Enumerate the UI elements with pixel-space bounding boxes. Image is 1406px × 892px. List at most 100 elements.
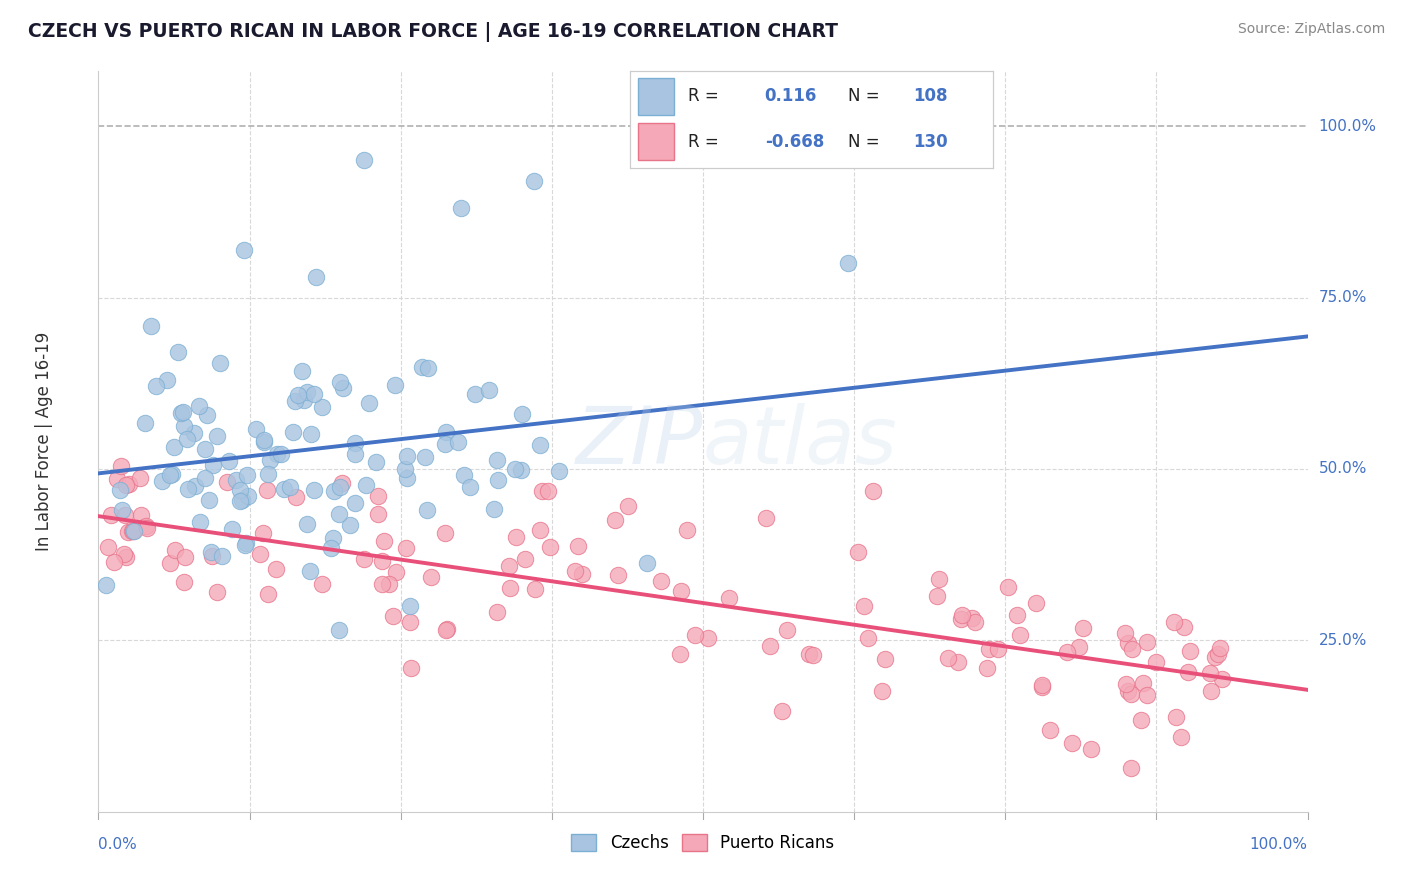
Point: [447, 435, 470, 450]
Point: [253, 435, 276, 450]
Point: [236, 467, 259, 482]
Point: [1119, 761, 1142, 775]
Point: [322, 483, 344, 498]
Point: [253, 433, 276, 447]
Point: [201, 549, 224, 563]
Point: [311, 400, 333, 414]
Point: [200, 545, 222, 559]
Text: ZIP: ZIP: [575, 402, 703, 481]
Point: [118, 477, 141, 491]
Point: [115, 549, 138, 564]
Point: [434, 623, 457, 637]
Point: [607, 568, 630, 582]
Point: [207, 585, 229, 599]
Point: [295, 384, 318, 399]
Point: [1201, 684, 1223, 698]
Point: [218, 454, 240, 468]
Point: [1129, 713, 1152, 727]
Point: [287, 388, 309, 402]
Point: [129, 508, 152, 523]
Point: [145, 379, 167, 393]
Point: [193, 471, 215, 485]
Point: [395, 541, 418, 555]
Legend: Czechs, Puerto Ricans: Czechs, Puerto Ricans: [565, 828, 841, 859]
Point: [328, 623, 350, 637]
Point: [121, 524, 143, 538]
Point: [105, 472, 128, 486]
Point: [198, 492, 221, 507]
Point: [669, 584, 692, 599]
Point: [205, 428, 228, 442]
Point: [464, 386, 486, 401]
Text: Source: ZipAtlas.com: Source: ZipAtlas.com: [1237, 22, 1385, 37]
Point: [529, 438, 551, 452]
Point: [505, 530, 527, 544]
Point: [870, 684, 893, 698]
Point: [165, 543, 187, 558]
Point: [399, 599, 422, 613]
Point: [295, 516, 318, 531]
Point: [173, 574, 195, 589]
Point: [366, 455, 388, 469]
Text: 75.0%: 75.0%: [1319, 290, 1367, 305]
Point: [245, 422, 267, 436]
Point: [936, 651, 959, 665]
Point: [225, 473, 247, 487]
Point: [394, 462, 416, 476]
Point: [122, 524, 145, 539]
Point: [683, 628, 706, 642]
Point: [257, 467, 280, 482]
Text: 100.0%: 100.0%: [1250, 837, 1308, 852]
Point: [108, 483, 131, 497]
Point: [343, 435, 366, 450]
Point: [498, 558, 520, 573]
Point: [946, 655, 969, 669]
Point: [135, 519, 157, 533]
Point: [617, 500, 640, 514]
Point: [139, 318, 162, 333]
Point: [856, 631, 879, 645]
Point: [367, 508, 389, 522]
Point: [211, 549, 233, 564]
Point: [1007, 607, 1029, 622]
Point: [100, 508, 122, 523]
Point: [1116, 684, 1139, 698]
Point: [311, 576, 333, 591]
Point: [529, 523, 551, 537]
Point: [962, 611, 984, 625]
Point: [266, 447, 288, 461]
Point: [159, 468, 181, 483]
Point: [485, 605, 508, 619]
Point: [571, 567, 593, 582]
Point: [357, 395, 380, 409]
Point: [1071, 621, 1094, 635]
Point: [503, 461, 526, 475]
Point: [259, 453, 281, 467]
Point: [453, 467, 475, 482]
Point: [395, 449, 418, 463]
Point: [117, 524, 139, 539]
Point: [927, 589, 949, 603]
Point: [281, 425, 304, 439]
Point: [965, 615, 987, 630]
Point: [257, 586, 280, 600]
Point: [1025, 596, 1047, 610]
Point: [416, 360, 439, 375]
Point: [129, 471, 152, 485]
Point: [1080, 742, 1102, 756]
Point: [233, 538, 256, 552]
Point: [401, 661, 423, 675]
Point: [329, 375, 352, 389]
Point: [675, 523, 697, 537]
Point: [1121, 641, 1143, 656]
Point: [173, 419, 195, 434]
Point: [273, 482, 295, 496]
Point: [799, 648, 821, 662]
Point: [987, 642, 1010, 657]
Point: [531, 483, 554, 498]
Point: [172, 405, 194, 419]
Point: [170, 406, 193, 420]
Point: [285, 490, 308, 504]
Point: [567, 539, 589, 553]
Point: [669, 647, 692, 661]
